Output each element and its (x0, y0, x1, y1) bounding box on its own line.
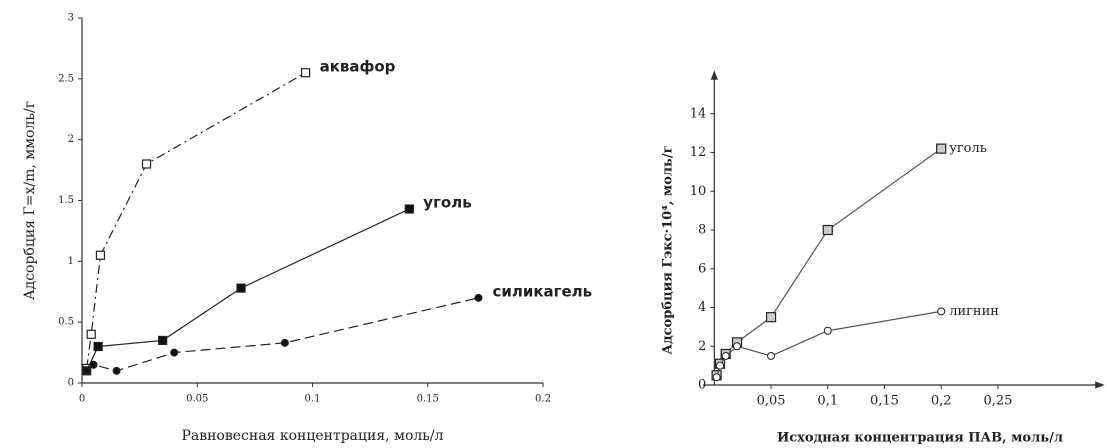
y-tick-label: 0.5 (58, 317, 74, 328)
marker (236, 283, 246, 293)
series-line (716, 148, 942, 376)
marker (823, 326, 832, 335)
x-tick-label: 0,25 (983, 394, 1012, 409)
marker (936, 143, 947, 154)
series-label: силикагель (492, 282, 592, 300)
x-tick-label: 0,05 (757, 394, 786, 409)
chart: 0,05 0,1 0,15 0,2 0,25 0 2 4 6 8 10 12 14 Исходная ко… (661, 70, 1105, 446)
y-tick-label: 3 (68, 13, 74, 24)
x-tick-label: 0,15 (870, 394, 899, 409)
series-label: лигнин (949, 304, 999, 319)
x-axis-label: Исходная концентрация ПАВ, моль/л (777, 431, 1063, 446)
series-label: аквафор (320, 57, 396, 75)
y-tick-label: 14 (690, 106, 707, 121)
x-tick-label: 0.05 (186, 394, 208, 405)
marker (712, 373, 721, 382)
marker (822, 224, 833, 236)
x-tick-label: 0,2 (931, 394, 952, 409)
series-line (86, 297, 479, 372)
marker (404, 204, 414, 214)
marker (300, 68, 311, 78)
y-tick-label: 2 (68, 134, 74, 145)
y-tick-label: 2 (698, 339, 706, 354)
marker (721, 351, 730, 360)
y-tick-label: 1.5 (58, 195, 74, 206)
marker (280, 338, 289, 347)
y-axis-label: Адсорбция Гэкс·10⁴, моль/г (661, 145, 676, 354)
x-tick-label: 0.15 (417, 394, 439, 405)
y-tick-label: 12 (690, 145, 707, 160)
marker (716, 361, 725, 370)
marker (733, 342, 742, 351)
x-axis-label: Равновесная концентрация, моль/л (181, 428, 443, 444)
marker (93, 341, 103, 352)
x-tick-label: 0.1 (305, 394, 321, 405)
marker (170, 348, 179, 357)
marker (112, 366, 121, 375)
y-tick-label: 10 (690, 184, 707, 199)
chart: 0 0.05 0.1 0.15 0.2 0 0.5 1 1.5 2 2.5 3 Равновесная … (22, 13, 592, 445)
x-tick-label: 0.2 (535, 394, 551, 405)
series-label: уголь (949, 141, 987, 156)
marker (82, 366, 91, 375)
marker (474, 293, 483, 302)
marker (158, 335, 168, 346)
marker (765, 312, 777, 323)
y-tick-label: 4 (698, 300, 706, 315)
x-tick-label: 0,1 (817, 394, 838, 409)
y-axis-label: Адсорбция Г=x/m, ммоль/г (22, 101, 38, 300)
marker (767, 351, 776, 360)
y-tick-label: 0 (698, 378, 706, 393)
series-line (716, 310, 942, 378)
marker (89, 360, 98, 369)
series-label: уголь (423, 194, 471, 212)
y-tick-label: 6 (698, 261, 706, 276)
marker (937, 307, 946, 316)
series-line (86, 72, 306, 369)
y-tick-label: 2.5 (58, 73, 74, 84)
y-tick-label: 8 (698, 223, 706, 238)
marker (95, 250, 106, 260)
y-tick-label: 1 (68, 256, 74, 267)
x-tick-label: 0 (79, 394, 85, 405)
y-tick-label: 0 (68, 378, 74, 389)
marker (86, 329, 96, 339)
marker (141, 159, 152, 169)
